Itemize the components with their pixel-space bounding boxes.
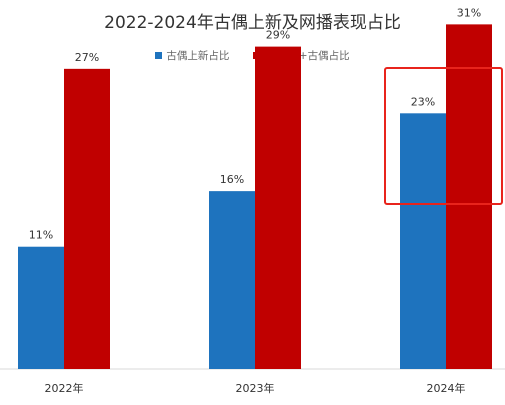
bar-2-3: [446, 24, 492, 370]
legend-item-series-1: 古偶上新占比: [155, 48, 229, 63]
chart-title: 2022-2024年古偶上新及网播表现占比: [104, 13, 401, 33]
bar-2-2: [255, 46, 301, 369]
legend-label-series-1: 古偶上新占比: [166, 50, 230, 62]
bar-1-3: [400, 113, 446, 369]
data-label-1-3: 23%: [411, 95, 435, 108]
data-label-2-3: 31%: [457, 6, 481, 19]
data-label-1-2: 16%: [220, 173, 244, 186]
x-tick-label-2: 2023年: [236, 381, 275, 395]
x-tick-label-3: 2024年: [427, 381, 466, 395]
data-label-2-1: 27%: [75, 51, 99, 64]
bar-1-2: [209, 191, 255, 369]
bar-1-1: [18, 246, 64, 369]
highlight-box: [384, 67, 503, 205]
bar-2-1: [64, 68, 110, 370]
legend-swatch-series-1: [155, 52, 163, 59]
data-label-2-2: 29%: [266, 29, 290, 42]
x-tick-label-1: 2022年: [45, 381, 84, 395]
data-label-1-1: 11%: [29, 229, 53, 242]
